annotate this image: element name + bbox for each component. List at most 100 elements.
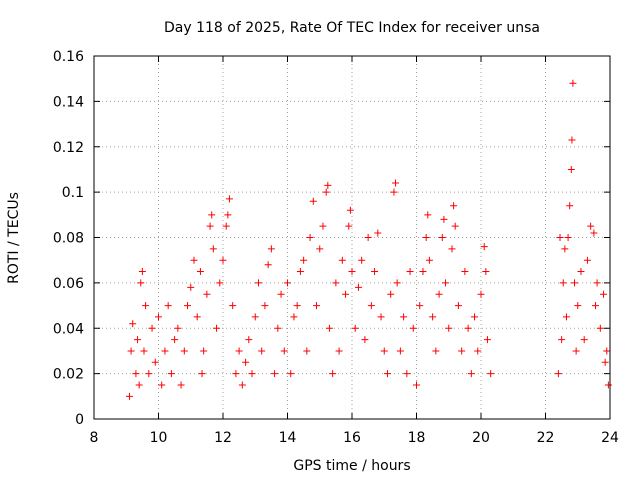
data-point	[303, 347, 311, 355]
data-point	[196, 268, 204, 276]
data-point	[361, 336, 369, 344]
data-point	[200, 347, 208, 355]
data-point	[325, 324, 333, 332]
data-point	[351, 324, 359, 332]
data-point	[572, 347, 580, 355]
data-point	[554, 370, 562, 378]
data-point	[600, 290, 608, 298]
data-point	[387, 290, 395, 298]
data-point	[206, 222, 214, 230]
data-point	[151, 358, 159, 366]
data-point	[258, 347, 266, 355]
data-point	[358, 256, 366, 264]
data-point	[242, 358, 250, 366]
data-point	[348, 268, 356, 276]
data-point	[324, 181, 332, 189]
x-tick-label: 16	[343, 430, 361, 446]
data-point	[568, 136, 576, 144]
data-point	[277, 290, 285, 298]
data-point	[127, 347, 135, 355]
data-point	[284, 279, 291, 287]
data-point	[454, 302, 462, 310]
data-point	[435, 290, 443, 298]
data-point	[364, 234, 372, 241]
y-tick-label: 0	[75, 412, 84, 428]
data-point	[219, 256, 227, 264]
data-point	[471, 313, 479, 321]
axis-ticks: 8 10 12 14 16 18 20 22 24 0 0.02 0.04 0.06 0.08 0.1 0.1…	[53, 49, 619, 446]
data-point	[438, 234, 446, 241]
data-point	[235, 347, 243, 355]
data-point	[138, 268, 146, 276]
data-point	[274, 324, 282, 332]
data-point	[419, 268, 427, 276]
data-point	[377, 313, 385, 321]
data-point	[135, 381, 143, 389]
data-point	[167, 370, 175, 378]
data-point	[346, 206, 354, 214]
data-point	[380, 347, 388, 355]
data-point	[371, 268, 379, 276]
x-axis-label: GPS time / hours	[293, 458, 410, 474]
data-point	[396, 347, 404, 355]
data-point	[442, 279, 450, 287]
data-point	[132, 370, 140, 378]
data-point	[374, 229, 382, 237]
data-point	[335, 347, 343, 355]
data-point	[593, 279, 601, 287]
x-tick-label: 22	[537, 430, 555, 446]
x-tick-label: 20	[472, 430, 490, 446]
data-point	[416, 302, 424, 310]
x-tick-label: 14	[279, 430, 297, 446]
data-point	[229, 302, 237, 310]
data-point	[587, 222, 595, 230]
data-point	[583, 256, 591, 264]
data-point	[367, 302, 375, 310]
data-point	[184, 302, 192, 310]
x-tick-label: 10	[150, 430, 168, 446]
data-point	[293, 302, 301, 310]
data-point	[413, 381, 420, 389]
data-point	[558, 336, 566, 344]
data-point	[432, 347, 440, 355]
data-point	[467, 370, 475, 378]
data-point	[450, 202, 458, 210]
data-point	[556, 234, 564, 241]
data-point	[440, 215, 448, 223]
data-point	[158, 381, 166, 389]
data-point	[561, 245, 569, 253]
data-point	[142, 302, 150, 310]
data-point	[464, 324, 472, 332]
data-point	[245, 336, 253, 344]
data-point	[577, 268, 585, 276]
data-point	[458, 347, 466, 355]
y-tick-label: 0.1	[62, 185, 84, 201]
data-point	[267, 245, 275, 253]
data-point	[190, 256, 198, 264]
data-point	[392, 179, 400, 187]
data-point	[180, 347, 188, 355]
data-point	[483, 336, 491, 344]
data-point	[604, 381, 612, 389]
data-point	[566, 202, 574, 210]
data-point	[222, 222, 230, 230]
data-point	[290, 313, 298, 321]
data-point	[174, 324, 182, 332]
grid-lines	[94, 56, 610, 419]
data-point	[400, 313, 408, 321]
data-point	[559, 279, 567, 287]
data-points	[125, 79, 612, 400]
data-point	[569, 79, 577, 87]
data-point	[187, 283, 195, 291]
data-point	[322, 188, 330, 196]
data-point	[171, 336, 179, 344]
data-point	[125, 392, 133, 400]
y-tick-label: 0.14	[53, 94, 84, 110]
data-point	[280, 347, 288, 355]
data-point	[564, 234, 572, 241]
data-point	[216, 279, 224, 287]
data-point	[287, 370, 295, 378]
data-point	[461, 268, 469, 276]
